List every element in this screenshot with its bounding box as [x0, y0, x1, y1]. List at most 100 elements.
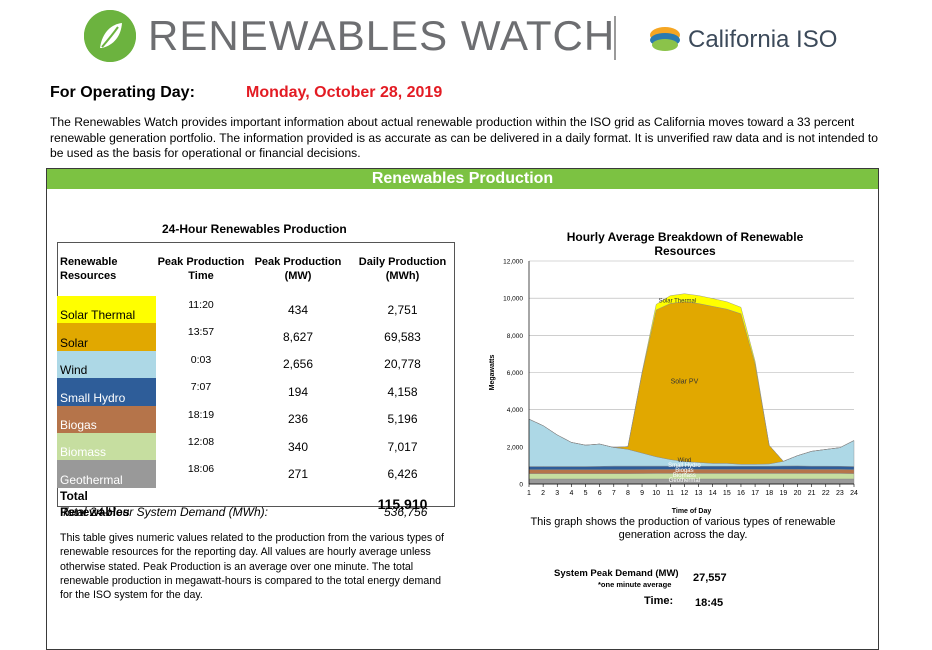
resource-name: Wind [57, 350, 156, 379]
resource-name: Biomass [57, 432, 156, 461]
peak-time: 13:57 [187, 326, 215, 339]
x-tick-label: 14 [709, 490, 717, 497]
x-tick-label: 15 [723, 490, 731, 497]
x-tick-label: 2 [541, 490, 545, 497]
system-peak-note: *one minute average [598, 580, 672, 589]
resource-name: Solar [57, 323, 156, 351]
x-tick-label: 8 [626, 490, 630, 497]
x-tick-label: 9 [640, 490, 644, 497]
partner-title: California ISO [688, 26, 838, 53]
x-tick-label: 5 [584, 490, 588, 497]
header-peak-mw: Peak Production (MW) [254, 256, 342, 282]
x-tick-label: 4 [569, 490, 573, 497]
operating-day-value: Monday, October 28, 2019 [246, 84, 443, 101]
peak-time: 12:08 [187, 435, 215, 448]
x-tick-label: 7 [612, 490, 616, 497]
peak-time: 11:20 [188, 299, 214, 311]
y-tick-label: 8,000 [507, 333, 524, 340]
peak-mw: 340 [287, 439, 309, 454]
y-tick-label: 2,000 [507, 444, 524, 451]
system-demand-value: 536,756 [384, 505, 428, 519]
x-tick-label: 13 [695, 490, 703, 497]
table-row: Biomass 12:08 340 7,017 [57, 432, 455, 461]
table-row: Geothermal 18:06 271 6,426 [57, 460, 455, 488]
x-tick-label: 17 [751, 490, 759, 497]
system-peak-time-value: 18:45 [695, 597, 724, 609]
series-annotation: Solar PV [671, 379, 699, 386]
x-tick-label: 11 [667, 490, 674, 497]
resource-name: Biogas [57, 405, 156, 433]
y-axis-label: Megawatts [489, 355, 496, 391]
system-peak-value: 27,557 [693, 572, 727, 584]
y-tick-label: 0 [519, 482, 523, 489]
system-peak-label: System Peak Demand (MW) [554, 568, 679, 579]
peak-mw: 236 [287, 412, 309, 427]
peak-time: 18:06 [187, 463, 215, 476]
x-tick-label: 1 [527, 490, 531, 497]
x-tick-label: 16 [737, 490, 745, 497]
series-annotation: Wind [678, 458, 692, 464]
daily-mwh: 20,778 [384, 357, 421, 372]
peak-mw: 8,627 [282, 330, 314, 345]
operating-day-label: For Operating Day: [50, 84, 195, 101]
total-value: 115,910 [377, 495, 428, 512]
resource-name: Small Hydro [57, 378, 156, 406]
series-annotation: Geothermal [669, 478, 700, 484]
total-row: Total Renewables 115,910 [57, 488, 455, 520]
table-row: Biogas 18:19 236 5,196 [57, 405, 455, 433]
system-demand-label: Total 24-Hour System Demand (MWh): [61, 505, 268, 519]
header-daily-mwh: Daily Production (MWh) [358, 256, 447, 282]
y-tick-label: 12,000 [503, 259, 523, 266]
area-solar-thermal [528, 293, 855, 462]
daily-mwh: 5,196 [387, 412, 418, 427]
table-row: Solar 13:57 8,627 69,583 [57, 323, 455, 351]
x-tick-label: 3 [555, 490, 559, 497]
daily-mwh: 6,426 [387, 467, 418, 482]
x-tick-label: 24 [850, 490, 858, 497]
header-peak-time: Peak Production Time [157, 256, 245, 282]
total-label: Total Renewables [60, 488, 130, 519]
panel-header: Renewables Production [47, 169, 878, 189]
system-peak-time-label: Time: [644, 595, 674, 607]
x-tick-label: 6 [598, 490, 602, 497]
peak-time: 0:03 [190, 353, 212, 366]
series-annotation: Biogas [675, 468, 693, 474]
table-row: Wind 0:03 2,656 20,778 [57, 350, 455, 379]
y-tick-label: 4,000 [507, 407, 524, 414]
daily-mwh: 4,158 [387, 384, 418, 399]
logo-title: RENEWABLES WATCH [148, 12, 616, 59]
table-row: Solar Thermal 11:20 434 2,751 [57, 296, 455, 324]
logo-divider [614, 16, 616, 60]
y-tick-label: 6,000 [507, 370, 524, 377]
peak-time: 7:07 [190, 381, 212, 394]
peak-mw: 2,656 [282, 357, 314, 372]
table-row: Small Hydro 7:07 194 4,158 [57, 378, 455, 406]
y-tick-label: 10,000 [503, 296, 523, 303]
daily-mwh: 7,017 [387, 439, 418, 454]
chart-caption: This graph shows the production of vario… [530, 516, 836, 541]
daily-mwh: 2,751 [387, 302, 418, 317]
header-resource: Renewable Resources [60, 256, 118, 282]
x-tick-label: 18 [765, 490, 773, 497]
peak-mw: 434 [287, 302, 309, 317]
series-annotation: Small Hydro [668, 463, 701, 469]
x-tick-label: 22 [822, 490, 830, 497]
x-axis-label: Time of Day [672, 508, 712, 515]
daily-mwh: 69,583 [384, 330, 421, 345]
x-tick-label: 12 [681, 490, 689, 497]
renewables-watch-logo-icon [84, 10, 136, 62]
x-tick-label: 10 [652, 490, 660, 497]
peak-mw: 271 [287, 467, 309, 482]
series-annotation: Solar Thermal [659, 299, 697, 305]
intro-text: The Renewables Watch provides important … [50, 115, 879, 160]
series-annotation: Biomass [673, 473, 696, 479]
x-tick-label: 21 [808, 490, 816, 497]
peak-mw: 194 [287, 384, 309, 399]
resource-name: Geothermal [57, 460, 156, 488]
california-iso-logo-icon [648, 24, 682, 59]
production-table: Renewable Resources Peak Production Time… [57, 242, 455, 520]
x-tick-label: 23 [836, 490, 844, 497]
table-title: 24-Hour Renewables Production [162, 222, 347, 236]
x-tick-label: 19 [779, 490, 787, 497]
